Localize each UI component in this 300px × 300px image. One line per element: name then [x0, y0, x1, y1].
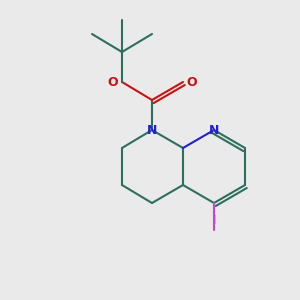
Text: O: O	[187, 76, 197, 88]
Text: O: O	[108, 76, 118, 88]
Text: N: N	[147, 124, 157, 136]
Text: I: I	[212, 214, 216, 226]
Text: N: N	[209, 124, 219, 136]
